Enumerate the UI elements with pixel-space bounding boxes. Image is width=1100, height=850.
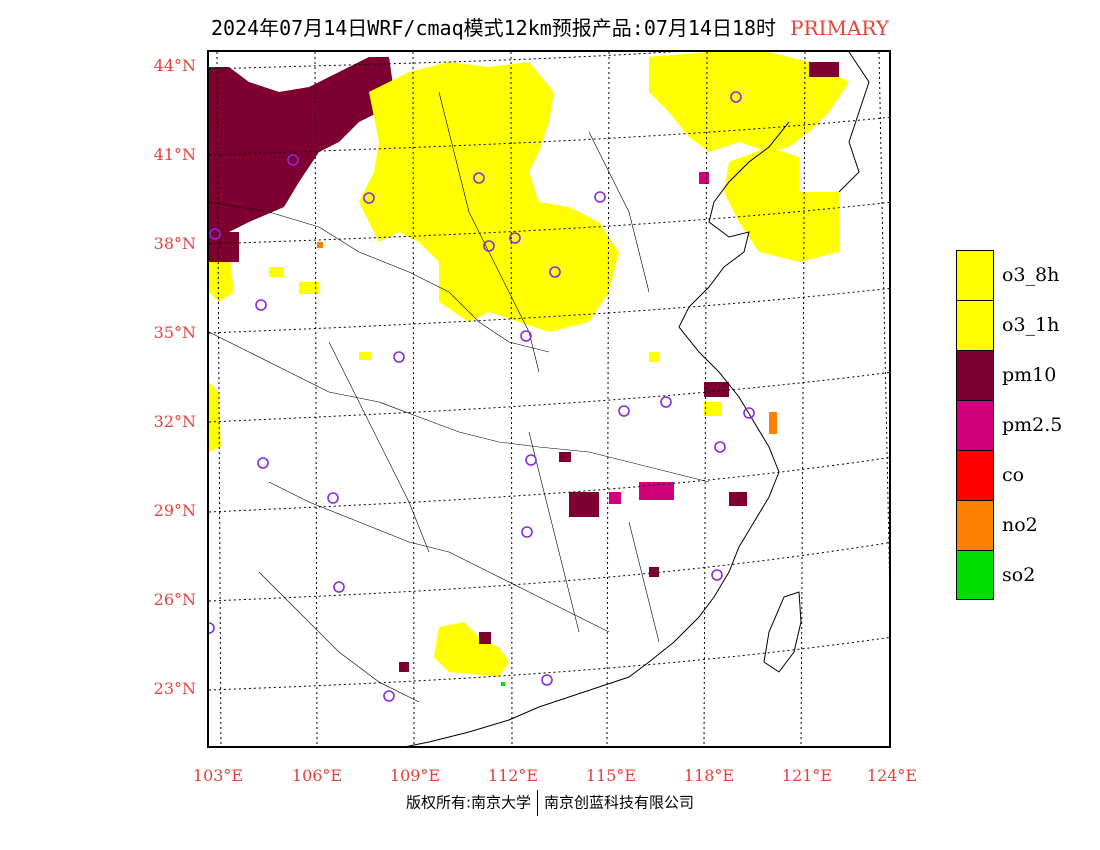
pm10-patches bbox=[209, 62, 839, 672]
station-marker bbox=[521, 526, 533, 538]
map-frame bbox=[207, 50, 891, 748]
station-marker bbox=[363, 192, 375, 204]
footer-company: 南京创蓝科技有限公司 bbox=[544, 793, 695, 812]
graticule bbox=[209, 52, 889, 746]
legend-swatch bbox=[956, 550, 994, 600]
legend-label: o3_8h bbox=[1002, 264, 1060, 286]
lat-label-23n: 23°N bbox=[153, 679, 196, 698]
o3-region-southwest-edge bbox=[209, 382, 221, 452]
legend-label: pm10 bbox=[1002, 364, 1057, 386]
o3-patch-1 bbox=[359, 352, 371, 360]
o3-region-north-central bbox=[359, 62, 619, 332]
pollutant-map bbox=[209, 52, 889, 746]
station-marker bbox=[287, 154, 299, 166]
lat-label-35n: 35°N bbox=[153, 323, 196, 342]
so2-patch-1 bbox=[501, 682, 505, 686]
lat-label-26n: 26°N bbox=[153, 590, 196, 609]
pm25-patch-2 bbox=[699, 172, 709, 184]
pm10-patch-5 bbox=[704, 382, 729, 397]
legend-swatch bbox=[956, 500, 994, 550]
station-marker bbox=[383, 690, 395, 702]
station-marker bbox=[509, 232, 521, 244]
pm10-patch-8 bbox=[559, 452, 571, 462]
legend-label: no2 bbox=[1002, 514, 1038, 536]
lon-label-115e: 115°E bbox=[585, 766, 637, 785]
o3-patch-4 bbox=[269, 267, 284, 277]
lon-label-103e: 103°E bbox=[192, 766, 244, 785]
lon-label-106e: 106°E bbox=[291, 766, 343, 785]
pm10-patch-7 bbox=[399, 662, 409, 672]
legend-label: pm2.5 bbox=[1002, 414, 1063, 436]
pm25-patches bbox=[609, 172, 709, 504]
station-marker bbox=[393, 351, 405, 363]
station-marker bbox=[327, 492, 339, 504]
station-marker bbox=[743, 407, 755, 419]
lon-label-118e: 118°E bbox=[683, 766, 735, 785]
footer-separator bbox=[537, 790, 539, 816]
o3-region-northeast bbox=[649, 52, 849, 152]
legend-swatch bbox=[956, 450, 994, 500]
legend-swatch bbox=[956, 400, 994, 450]
lat-label-41n: 41°N bbox=[153, 145, 196, 164]
lat-label-44n: 44°N bbox=[153, 56, 196, 75]
o3-region-liaoning bbox=[724, 147, 839, 262]
station-marker bbox=[525, 454, 537, 466]
station-marker bbox=[209, 228, 221, 240]
station-marker bbox=[594, 191, 606, 203]
station-marker bbox=[711, 569, 723, 581]
pm10-patch-2 bbox=[729, 492, 747, 506]
map-title-main: 2024年07月14日WRF/cmaq模式12km预报产品:07月14日18时 bbox=[210, 16, 777, 40]
legend-label: co bbox=[1002, 464, 1025, 486]
o3-patch-5 bbox=[299, 282, 319, 294]
pm10-region-northwest bbox=[209, 57, 394, 267]
no2-patch-2 bbox=[317, 242, 323, 248]
station-marker bbox=[730, 91, 742, 103]
station-marker bbox=[255, 299, 267, 311]
lon-label-124e: 124°E bbox=[866, 766, 918, 785]
pm10-patch-6 bbox=[479, 632, 491, 644]
station-marker bbox=[618, 405, 630, 417]
station-marker bbox=[660, 396, 672, 408]
footer-copyright: 版权所有:南京大学 bbox=[405, 793, 532, 812]
station-marker bbox=[714, 441, 726, 453]
province-borders bbox=[209, 91, 710, 703]
pm25-patch-3 bbox=[609, 492, 621, 504]
lon-label-121e: 121°E bbox=[781, 766, 833, 785]
station-marker bbox=[520, 330, 532, 342]
o3-patch-3 bbox=[649, 352, 659, 362]
station-marker bbox=[549, 266, 561, 278]
lat-label-38n: 38°N bbox=[153, 234, 196, 253]
coastline bbox=[406, 52, 870, 746]
station-marker bbox=[473, 172, 485, 184]
pm25-patch-1 bbox=[639, 482, 674, 500]
pm10-patch-1 bbox=[569, 492, 599, 517]
station-markers bbox=[209, 91, 755, 702]
o3-region-guangdong bbox=[434, 622, 509, 677]
copyright-footer: 版权所有:南京大学 南京创蓝科技有限公司 bbox=[0, 790, 1100, 816]
o3-regions bbox=[209, 52, 849, 677]
lat-label-32n: 32°N bbox=[153, 412, 196, 431]
legend-label: o3_1h bbox=[1002, 314, 1060, 336]
legend-label: so2 bbox=[1002, 564, 1036, 586]
no2-patches bbox=[317, 242, 777, 434]
station-marker bbox=[483, 240, 495, 252]
station-marker bbox=[541, 674, 553, 686]
no2-patch-1 bbox=[769, 412, 777, 434]
lat-label-29n: 29°N bbox=[153, 501, 196, 520]
station-marker bbox=[209, 622, 215, 634]
lon-label-109e: 109°E bbox=[389, 766, 441, 785]
legend-swatch bbox=[956, 350, 994, 400]
station-marker bbox=[333, 581, 345, 593]
lon-label-112e: 112°E bbox=[487, 766, 539, 785]
legend-swatch bbox=[956, 250, 994, 300]
pm10-patch-4 bbox=[209, 232, 239, 262]
pm10-patch-3 bbox=[809, 62, 839, 77]
pm10-patch-9 bbox=[649, 567, 659, 577]
legend-swatch bbox=[956, 300, 994, 350]
station-marker bbox=[257, 457, 269, 469]
map-title-tag: PRIMARY bbox=[790, 16, 890, 40]
o3-patch-2 bbox=[704, 402, 722, 416]
map-title: 2024年07月14日WRF/cmaq模式12km预报产品:07月14日18时 P… bbox=[0, 12, 1100, 41]
